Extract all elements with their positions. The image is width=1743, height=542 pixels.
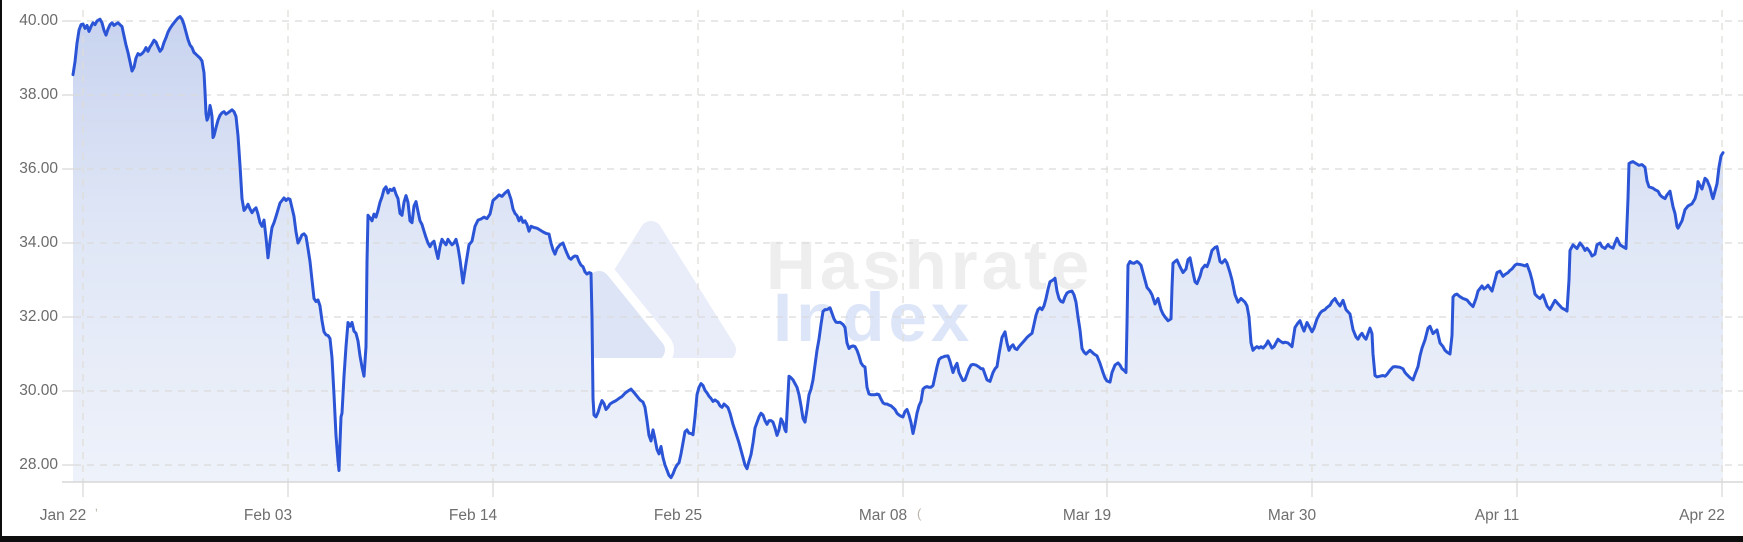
y-tick-label: 36.00 — [19, 160, 58, 177]
x-tick-label: Mar 19 — [1062, 507, 1112, 524]
y-tick-label: 30.00 — [19, 382, 58, 399]
series-area-fill — [73, 16, 1723, 482]
axis-stray-mark: ʼ — [95, 506, 98, 521]
y-tick-label: 34.00 — [19, 234, 58, 251]
x-tick-label: Apr 11 — [1474, 507, 1520, 524]
y-tick-label: 38.00 — [19, 86, 58, 103]
x-tick-label: Jan 22 — [39, 507, 87, 524]
x-tick-label: Feb 03 — [243, 507, 293, 524]
x-tick-label: Feb 14 — [448, 507, 498, 524]
y-tick-label: 32.00 — [19, 308, 58, 325]
x-tick-label: Feb 25 — [653, 507, 703, 524]
screenshot-edge-bottom — [0, 536, 1743, 542]
series-line — [71, 15, 1725, 480]
axis — [62, 20, 1743, 497]
axis-stray-mark: ( — [917, 506, 922, 521]
y-tick-label: 28.00 — [19, 456, 58, 473]
y-tick-label: 40.00 — [19, 12, 58, 29]
gridlines — [74, 10, 1743, 482]
x-tick-label: Mar 08 — [858, 507, 908, 524]
x-tick-label: Mar 30 — [1267, 507, 1317, 524]
x-tick-label: Apr 22 — [1679, 507, 1725, 524]
screenshot-edge-left — [0, 0, 2, 542]
